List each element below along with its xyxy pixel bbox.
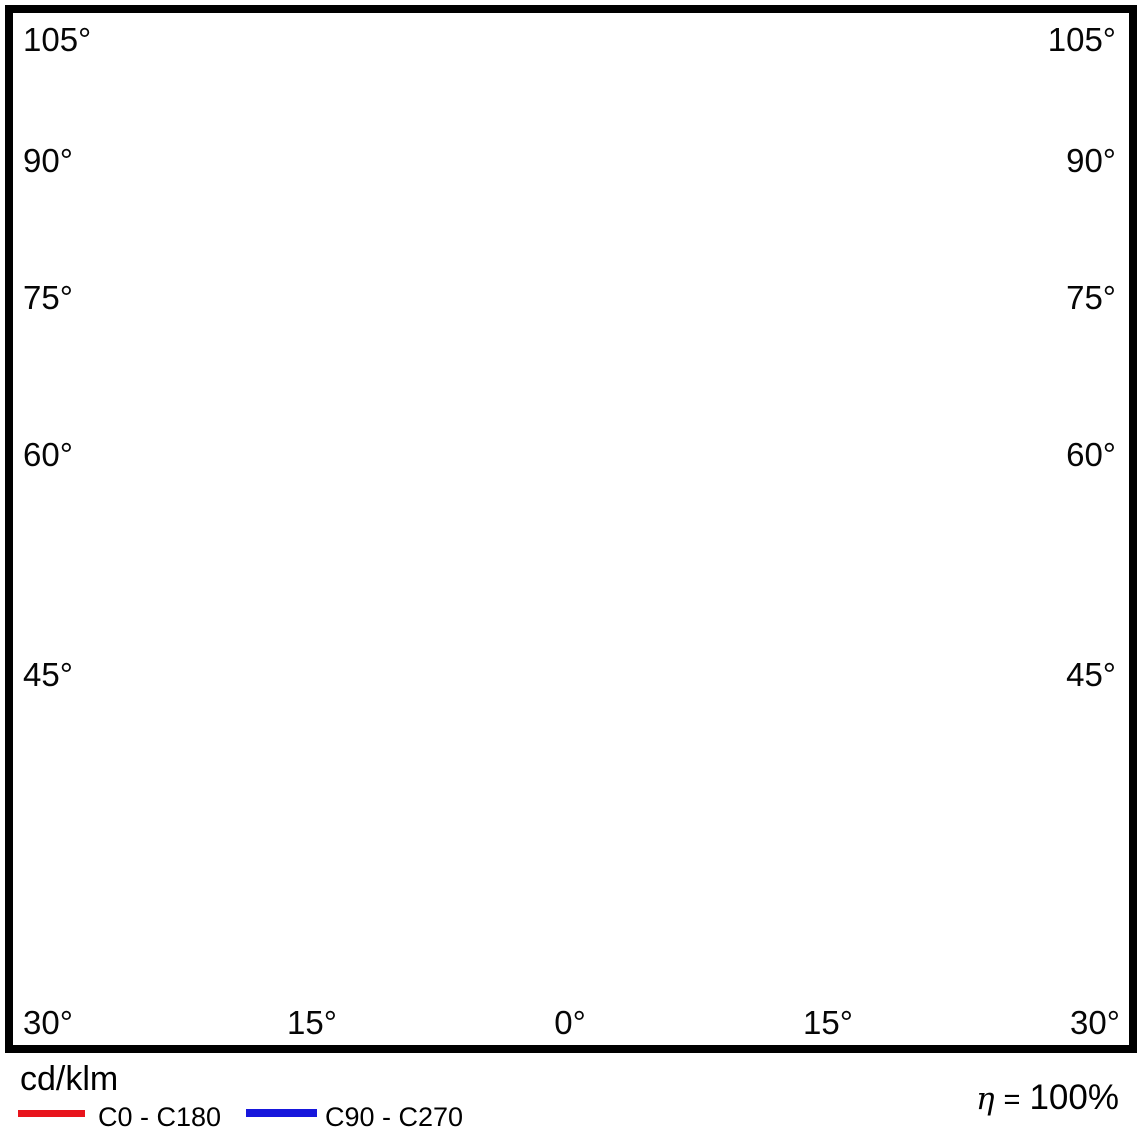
efficiency-value: 100% <box>1029 1078 1119 1117</box>
red-spike-right <box>567 158 601 171</box>
angle-label-right-60°: 60° <box>1063 434 1119 476</box>
angle-label-left-45°: 45° <box>20 654 76 696</box>
legend-label-c0-c180: C0 - C180 <box>98 1102 222 1132</box>
angle-label-left-75°: 75° <box>20 277 76 319</box>
angle-label-right-105°: 105° <box>1044 19 1119 61</box>
angle-label-bottom-4-30°: 30° <box>1067 1002 1123 1044</box>
blue-apex-nub <box>564 151 576 162</box>
curve-c90-c270 <box>373 164 777 877</box>
center-markers <box>541 151 601 171</box>
curve-c0-c180 <box>363 164 767 877</box>
legend-swatch-c0-c180 <box>18 1110 85 1117</box>
angle-label-right-75°: 75° <box>1063 277 1119 319</box>
angle-label-bottom-1-15°: 15° <box>284 1002 340 1044</box>
unit-label: cd/klm <box>20 1060 119 1098</box>
efficiency-readout: η = 100% <box>976 1078 1119 1118</box>
angle-label-left-90°: 90° <box>20 140 76 182</box>
angle-label-bottom-3-15°: 15° <box>800 1002 856 1044</box>
legend-swatch-c90-c270 <box>246 1109 317 1117</box>
angle-label-left-105°: 105° <box>20 19 95 61</box>
angle-label-right-45°: 45° <box>1063 654 1119 696</box>
angle-label-bottom-0-30°: 30° <box>20 1002 76 1044</box>
angle-label-right-90°: 90° <box>1063 140 1119 182</box>
angle-label-bottom-2-0°: 0° <box>551 1002 589 1044</box>
efficiency-equals: = <box>1003 1084 1021 1116</box>
eta-symbol: η <box>975 1081 995 1117</box>
value-label-blanks <box>542 402 598 944</box>
red-spike-left <box>541 153 573 164</box>
angle-label-left-60°: 60° <box>20 434 76 476</box>
plot-border <box>5 5 1137 1053</box>
legend-label-c90-c270: C90 - C270 <box>325 1102 464 1132</box>
